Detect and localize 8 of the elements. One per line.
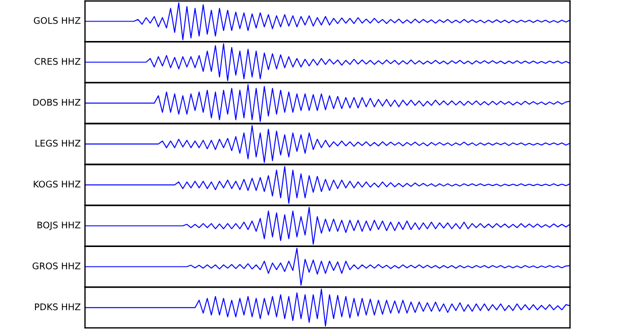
- y-axis-title: GROS HHZ: [32, 262, 80, 270]
- y-axis-title: BOJS HHZ: [38, 222, 80, 230]
- y-axis-title: LEGS HHZ: [36, 140, 80, 147]
- y-axis-title: GOLS HHZ: [34, 17, 80, 24]
- y-axis-title: CRES HHZ: [34, 58, 80, 65]
- y-axis-title: DOBS HHZ: [33, 98, 80, 106]
- y-axis-title: PDKS HHZ: [35, 303, 80, 310]
- y-axis-title: KOGS HHZ: [34, 180, 80, 188]
